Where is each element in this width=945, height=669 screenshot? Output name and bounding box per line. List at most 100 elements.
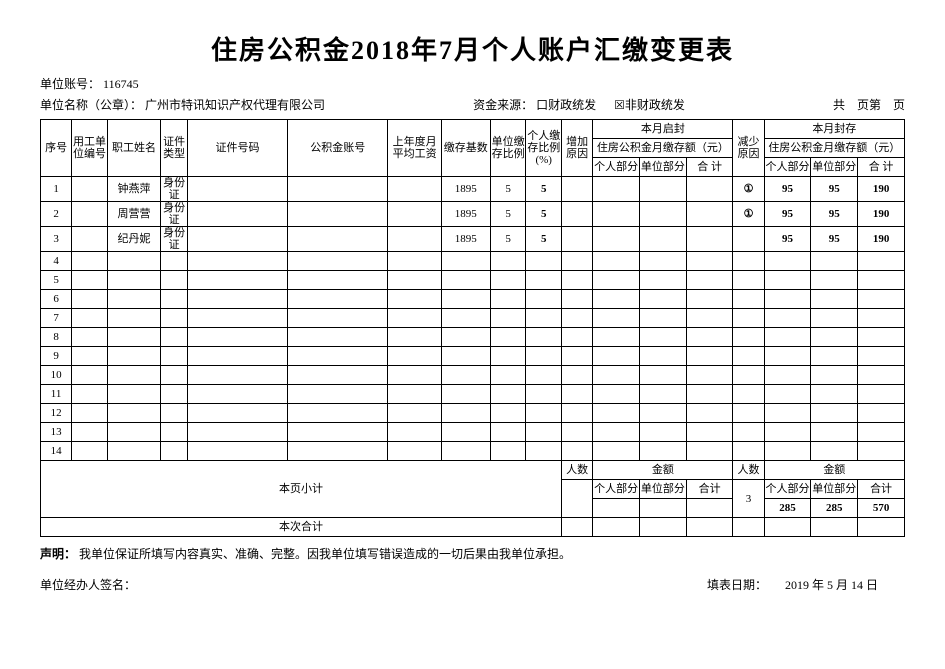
open-unit-value — [639, 499, 686, 518]
cell-seq: 11 — [41, 385, 72, 404]
table-row: 5 — [41, 271, 905, 290]
meta-line-1: 单位账号： 116745 — [40, 75, 905, 92]
seal-pers-value: 285 — [764, 499, 811, 518]
header-row-1: 序号 用工单位编号 职工姓名 证件类型 证件号码 公积金账号 上年度月平均工资 … — [41, 120, 905, 139]
th-emp-name: 职工姓名 — [107, 120, 160, 177]
unit-label: 单位名称（公章）： — [40, 98, 142, 112]
cell-su: 95 — [811, 227, 858, 252]
th-pers-ratio: 个人缴存比例(%) — [526, 120, 562, 177]
open-count-value — [562, 480, 593, 518]
th-month-seal: 本月封存 — [764, 120, 904, 139]
date-label: 填表日期： — [707, 578, 767, 592]
cell-pr: 5 — [526, 227, 562, 252]
cell-seq: 12 — [41, 404, 72, 423]
table-row: 10 — [41, 366, 905, 385]
th-seal-unit: 单位部分 — [811, 158, 858, 177]
account-value: 116745 — [103, 77, 139, 91]
grand-total-label: 本次合计 — [41, 518, 562, 537]
cell-seq: 1 — [41, 177, 72, 202]
th-seal-pers: 个人部分 — [764, 158, 811, 177]
cell-sp: 95 — [764, 202, 811, 227]
unit-value: 广州市特讯知识产权代理有限公司 — [145, 98, 325, 112]
source-opt2: ☒非财政统发 — [614, 98, 685, 112]
seal-amount-label: 金额 — [764, 461, 904, 480]
cell-seq: 2 — [41, 202, 72, 227]
table-row: 13 — [41, 423, 905, 442]
cell-dec: ① — [733, 177, 764, 202]
th-seq: 序号 — [41, 120, 72, 177]
table-row: 6 — [41, 290, 905, 309]
th-last-avg: 上年度月平均工资 — [388, 120, 441, 177]
cell-seq: 8 — [41, 328, 72, 347]
cell-idtype: 身份证 — [161, 227, 188, 252]
th-dec-reason: 减少原因 — [733, 120, 764, 177]
cell-idtype: 身份证 — [161, 202, 188, 227]
th-month-open: 本月启封 — [593, 120, 733, 139]
cell-fundno — [288, 177, 388, 202]
cell-base: 1895 — [441, 227, 490, 252]
cell-base: 1895 — [441, 202, 490, 227]
date-value: 2019 年 5 月 14 日 — [785, 578, 878, 592]
subtotal-row-1: 本页小计 人数 金额 人数 金额 — [41, 461, 905, 480]
page-title: 住房公积金2018年7月个人账户汇缴变更表 — [40, 30, 905, 67]
cell-sp: 95 — [764, 227, 811, 252]
seal-tot-label: 合计 — [858, 480, 905, 499]
cell-pr: 5 — [526, 177, 562, 202]
th-base: 缴存基数 — [441, 120, 490, 177]
th-fund-no: 公积金账号 — [288, 120, 388, 177]
th-open-total: 合 计 — [686, 158, 733, 177]
cell-seq: 9 — [41, 347, 72, 366]
seal-tot-value: 570 — [858, 499, 905, 518]
page-number-label: 共 页第 页 — [833, 96, 905, 113]
cell-unitno — [72, 177, 108, 202]
th-seal-deposit: 住房公积金月缴存额（元） — [764, 139, 904, 158]
declare-label: 声明： — [40, 547, 76, 561]
cell-seq: 3 — [41, 227, 72, 252]
cell-ur: 5 — [490, 202, 526, 227]
cell-avg — [388, 177, 441, 202]
table-row: 11 — [41, 385, 905, 404]
cell-name: 纪丹妮 — [107, 227, 160, 252]
seal-count-label: 人数 — [733, 461, 764, 480]
cell-su: 95 — [811, 177, 858, 202]
cell-st: 190 — [858, 227, 905, 252]
open-pers-value — [593, 499, 640, 518]
cell-ur: 5 — [490, 177, 526, 202]
open-unit-label: 单位部分 — [639, 480, 686, 499]
open-amount-label: 金额 — [593, 461, 733, 480]
open-count-label: 人数 — [562, 461, 593, 480]
source-opt1: 口财政统发 — [536, 98, 596, 112]
table-row: 1 钟燕萍 身份证 1895 5 5 ① 95 95 190 — [41, 177, 905, 202]
seal-unit-value: 285 — [811, 499, 858, 518]
th-id-no: 证件号码 — [187, 120, 287, 177]
cell-seq: 4 — [41, 252, 72, 271]
th-id-type: 证件类型 — [161, 120, 188, 177]
declaration: 声明： 我单位保证所填写内容真实、准确、完整。因我单位填写错误造成的一切后果由我… — [40, 545, 905, 562]
open-tot-label: 合计 — [686, 480, 733, 499]
table-row: 3 纪丹妮 身份证 1895 5 5 95 95 190 — [41, 227, 905, 252]
cell-sp: 95 — [764, 177, 811, 202]
cell-seq: 6 — [41, 290, 72, 309]
source-label: 资金来源： — [473, 98, 533, 112]
cell-base: 1895 — [441, 177, 490, 202]
cell-seq: 7 — [41, 309, 72, 328]
cell-dec — [733, 227, 764, 252]
cell-dec: ① — [733, 202, 764, 227]
th-unit-ratio: 单位缴存比例 — [490, 120, 526, 177]
open-pers-label: 个人部分 — [593, 480, 640, 499]
seal-count-value: 3 — [733, 480, 764, 518]
table-row: 2 周营营 身份证 1895 5 5 ① 95 95 190 — [41, 202, 905, 227]
main-table: 序号 用工单位编号 职工姓名 证件类型 证件号码 公积金账号 上年度月平均工资 … — [40, 119, 905, 537]
th-seal-total: 合 计 — [858, 158, 905, 177]
grand-total-row: 本次合计 — [41, 518, 905, 537]
cell-st: 190 — [858, 202, 905, 227]
sign-line: 单位经办人签名： 填表日期： 2019 年 5 月 14 日 — [40, 576, 905, 593]
declare-text: 我单位保证所填写内容真实、准确、完整。因我单位填写错误造成的一切后果由我单位承担… — [79, 547, 571, 561]
cell-seq: 13 — [41, 423, 72, 442]
cell-name: 周营营 — [107, 202, 160, 227]
signer-label: 单位经办人签名： — [40, 576, 136, 593]
cell-pr: 5 — [526, 202, 562, 227]
seal-pers-label: 个人部分 — [764, 480, 811, 499]
th-add-reason: 增加原因 — [562, 120, 593, 177]
cell-name: 钟燕萍 — [107, 177, 160, 202]
